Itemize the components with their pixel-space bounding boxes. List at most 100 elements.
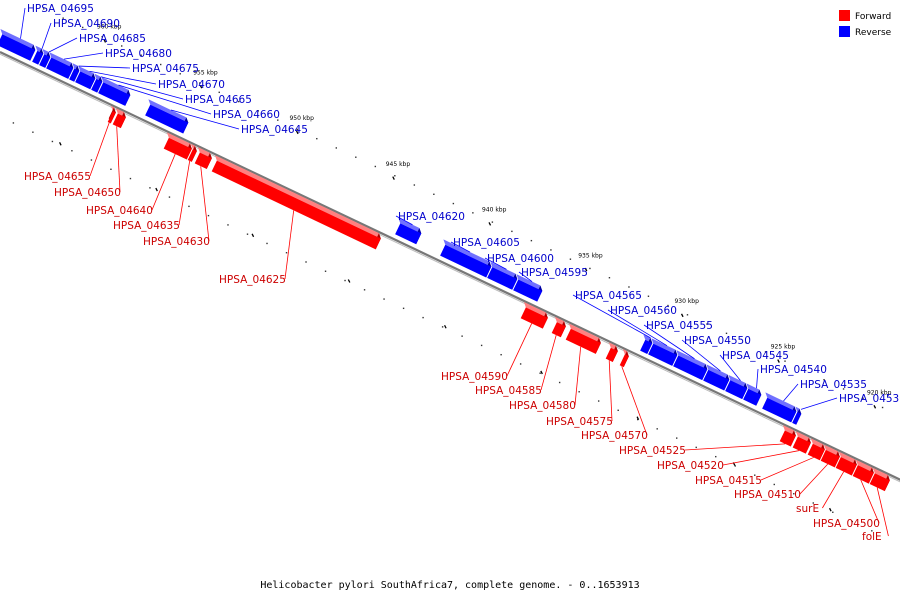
- gene-hpsa_04650[interactable]: [112, 108, 126, 129]
- gene-sure[interactable]: [835, 451, 857, 476]
- gene-label[interactable]: HPSA_04625: [219, 274, 286, 286]
- gene-hpsa_04625[interactable]: [211, 155, 381, 250]
- gene-hpsa_04535[interactable]: [762, 392, 797, 423]
- gene-label[interactable]: HPSA_04530: [839, 393, 900, 405]
- gene-label[interactable]: HPSA_04565: [575, 290, 642, 302]
- gene-hpsa_04590[interactable]: [520, 302, 548, 329]
- gene-hpsa_04510[interactable]: [820, 444, 840, 468]
- gene-label[interactable]: HPSA_04535: [800, 379, 867, 391]
- gene-top-face: [838, 451, 857, 465]
- legend-swatch-forward: [839, 10, 850, 21]
- gene-label[interactable]: HPSA_04600: [487, 253, 554, 265]
- gene-hpsa_04690[interactable]: [32, 45, 44, 65]
- scale-dot: [285, 252, 288, 254]
- label-leader-lines: [20, 7, 889, 537]
- tick-label: 935 kbp: [578, 252, 603, 259]
- leader-line: [681, 339, 721, 372]
- gene-hpsa_04585[interactable]: [551, 316, 566, 338]
- scale-dot: [452, 202, 455, 205]
- gene-label[interactable]: HPSA_04695: [27, 3, 94, 15]
- legend-label-reverse: Reverse: [855, 28, 892, 38]
- gene-label[interactable]: folE: [862, 531, 882, 543]
- gene-hpsa_04660[interactable]: [98, 76, 131, 106]
- tick-mark: [251, 233, 255, 238]
- gene-label[interactable]: HPSA_04660: [213, 109, 280, 121]
- gene-label[interactable]: HPSA_04595: [521, 267, 588, 279]
- gene-front-face: [194, 152, 212, 170]
- gene-hpsa_04525[interactable]: [779, 425, 796, 447]
- gene-label[interactable]: HPSA_04670: [158, 79, 225, 91]
- gene-label[interactable]: HPSA_04560: [610, 305, 677, 317]
- gene-hpsa_04545[interactable]: [725, 374, 748, 400]
- gene-hpsa_04555[interactable]: [673, 350, 708, 381]
- gene-hpsa_04640[interactable]: [163, 132, 192, 160]
- gene-hpsa_04685[interactable]: [39, 48, 51, 68]
- gene-hpsa_04500[interactable]: [852, 459, 874, 484]
- gene-label[interactable]: HPSA_04555: [646, 320, 713, 332]
- gene-hpsa_04600[interactable]: [487, 261, 518, 290]
- gene-hpsa_04665[interactable]: [91, 73, 103, 93]
- gene-hpsa_04620[interactable]: [395, 218, 422, 245]
- leader-line: [800, 397, 838, 410]
- gene-hpsa_04520[interactable]: [792, 431, 811, 454]
- gene-label[interactable]: HPSA_04645: [241, 124, 308, 136]
- gene-hpsa_04630[interactable]: [194, 147, 212, 170]
- gene-label[interactable]: HPSA_04640: [86, 205, 153, 217]
- gene-label[interactable]: HPSA_04630: [143, 236, 210, 248]
- gene-label[interactable]: HPSA_04605: [453, 237, 520, 249]
- gene-label[interactable]: HPSA_04500: [813, 518, 880, 530]
- gene-label[interactable]: HPSA_04655: [24, 171, 91, 183]
- gene-hpsa_04675[interactable]: [69, 63, 80, 82]
- gene-hpsa_04635[interactable]: [187, 143, 197, 162]
- gene-hpsa_04540[interactable]: [743, 383, 762, 406]
- scale-dot: [422, 316, 424, 319]
- gene-label[interactable]: HPSA_04570: [581, 430, 648, 442]
- scale-dot: [42, 8, 45, 10]
- gene-hpsa_04655[interactable]: [107, 105, 116, 124]
- gene-label[interactable]: HPSA_04525: [619, 445, 686, 457]
- gene-hpsa_04575[interactable]: [605, 342, 618, 362]
- gene-front-face: [551, 322, 566, 338]
- gene-label[interactable]: HPSA_04540: [760, 364, 827, 376]
- gene-hpsa_04570[interactable]: [619, 349, 629, 368]
- gene-hpsa_04565[interactable]: [640, 334, 653, 354]
- scale-dot: [754, 474, 756, 476]
- leader-line: [684, 443, 786, 451]
- gene-label[interactable]: HPSA_04665: [185, 94, 252, 106]
- gene-labels: HPSA_04695 HPSA_04690 HPSA_04685 HPSA_04680…: [24, 3, 900, 543]
- gene-hpsa_04680[interactable]: [46, 52, 74, 79]
- gene-label[interactable]: HPSA_04575: [546, 416, 613, 428]
- gene-label[interactable]: HPSA_04515: [695, 475, 762, 487]
- gene-hpsa_04530[interactable]: [792, 406, 802, 425]
- gene-label[interactable]: HPSA_04675: [132, 63, 199, 75]
- gene-hpsa_04605[interactable]: [440, 239, 492, 278]
- gene-fole[interactable]: [869, 467, 890, 492]
- gene-hpsa_04695[interactable]: [0, 28, 36, 61]
- gene-label[interactable]: HPSA_04620: [398, 211, 465, 223]
- scale-dot: [246, 233, 249, 235]
- gene-hpsa_04645[interactable]: [145, 99, 189, 134]
- gene-hpsa_04595[interactable]: [513, 274, 543, 302]
- gene-label[interactable]: HPSA_04550: [684, 335, 751, 347]
- gene-label[interactable]: HPSA_04580: [509, 400, 576, 412]
- gene-label[interactable]: HPSA_04685: [79, 33, 146, 45]
- gene-hpsa_04560[interactable]: [648, 338, 678, 366]
- gene-hpsa_04550[interactable]: [703, 364, 730, 391]
- gene-label[interactable]: HPSA_04680: [105, 48, 172, 60]
- gene-label[interactable]: HPSA_04650: [54, 187, 121, 199]
- gene-label[interactable]: HPSA_04590: [441, 371, 508, 383]
- gene-hpsa_04580[interactable]: [565, 323, 601, 354]
- gene-label[interactable]: HPSA_04585: [475, 385, 542, 397]
- gene-hpsa_04670[interactable]: [75, 66, 96, 90]
- gene-hpsa_04515[interactable]: [807, 438, 825, 461]
- gene-label[interactable]: HPSA_04510: [734, 489, 801, 501]
- scale-dot: [628, 286, 630, 288]
- gene-top-face: [398, 218, 422, 234]
- gene-label[interactable]: HPSA_04690: [53, 18, 120, 30]
- gene-label[interactable]: HPSA_04545: [722, 350, 789, 362]
- gene-label[interactable]: surE: [796, 503, 819, 515]
- gene-label[interactable]: HPSA_04520: [657, 460, 724, 472]
- genome-backbone: [0, 51, 900, 483]
- gene-top-face: [490, 261, 518, 279]
- gene-label[interactable]: HPSA_04635: [113, 220, 180, 232]
